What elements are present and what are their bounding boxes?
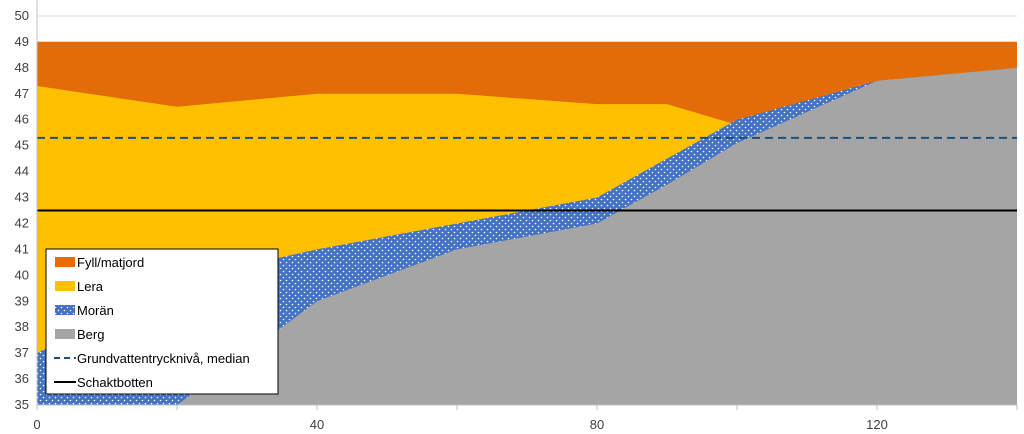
legend-box — [45, 248, 279, 395]
y-tick-label: 40 — [15, 267, 29, 282]
legend-label: Fyll/matjord — [77, 255, 144, 270]
y-tick-label: 47 — [15, 86, 29, 101]
legend-label: Lera — [77, 279, 104, 294]
area-series — [37, 41, 1017, 405]
legend-label: Grundvattentrycknivå, median — [77, 351, 250, 366]
y-tick-label: 49 — [15, 34, 29, 49]
legend-label: Morän — [77, 303, 114, 318]
x-tick-label: 40 — [310, 417, 324, 432]
legend-swatch — [55, 305, 75, 315]
y-tick-label: 39 — [15, 293, 29, 308]
y-tick-label: 50 — [15, 8, 29, 23]
legend-swatch — [55, 329, 75, 339]
axes: 35 36 37 38 39 40 41 42 43 44 45 46 47 48 49 50 0 40 80 120 — [15, 0, 1018, 432]
y-tick-label: 42 — [15, 215, 29, 230]
y-tick-label: 48 — [15, 60, 29, 75]
y-tick-label: 35 — [15, 397, 29, 412]
y-tick-label: 36 — [15, 371, 29, 386]
legend-label: Schaktbotten — [77, 375, 153, 390]
y-tick-label: 38 — [15, 319, 29, 334]
y-tick-label: 43 — [15, 190, 29, 205]
y-tick-label: 37 — [15, 345, 29, 360]
y-tick-label: 44 — [15, 164, 29, 179]
x-tick-label: 120 — [866, 417, 888, 432]
y-tick-label: 45 — [15, 138, 29, 153]
legend: Fyll/matjord Lera Morän Berg Grundvattentryc… — [45, 248, 279, 395]
legend-swatch — [55, 281, 75, 291]
x-tick-label: 80 — [590, 417, 604, 432]
y-tick-label: 46 — [15, 112, 29, 127]
area-berg — [37, 67, 1017, 405]
y-tick-label: 41 — [15, 241, 29, 256]
legend-label: Berg — [77, 327, 104, 342]
legend-swatch — [55, 257, 75, 267]
x-tick-label: 0 — [33, 417, 40, 432]
line-series — [37, 136, 1017, 212]
